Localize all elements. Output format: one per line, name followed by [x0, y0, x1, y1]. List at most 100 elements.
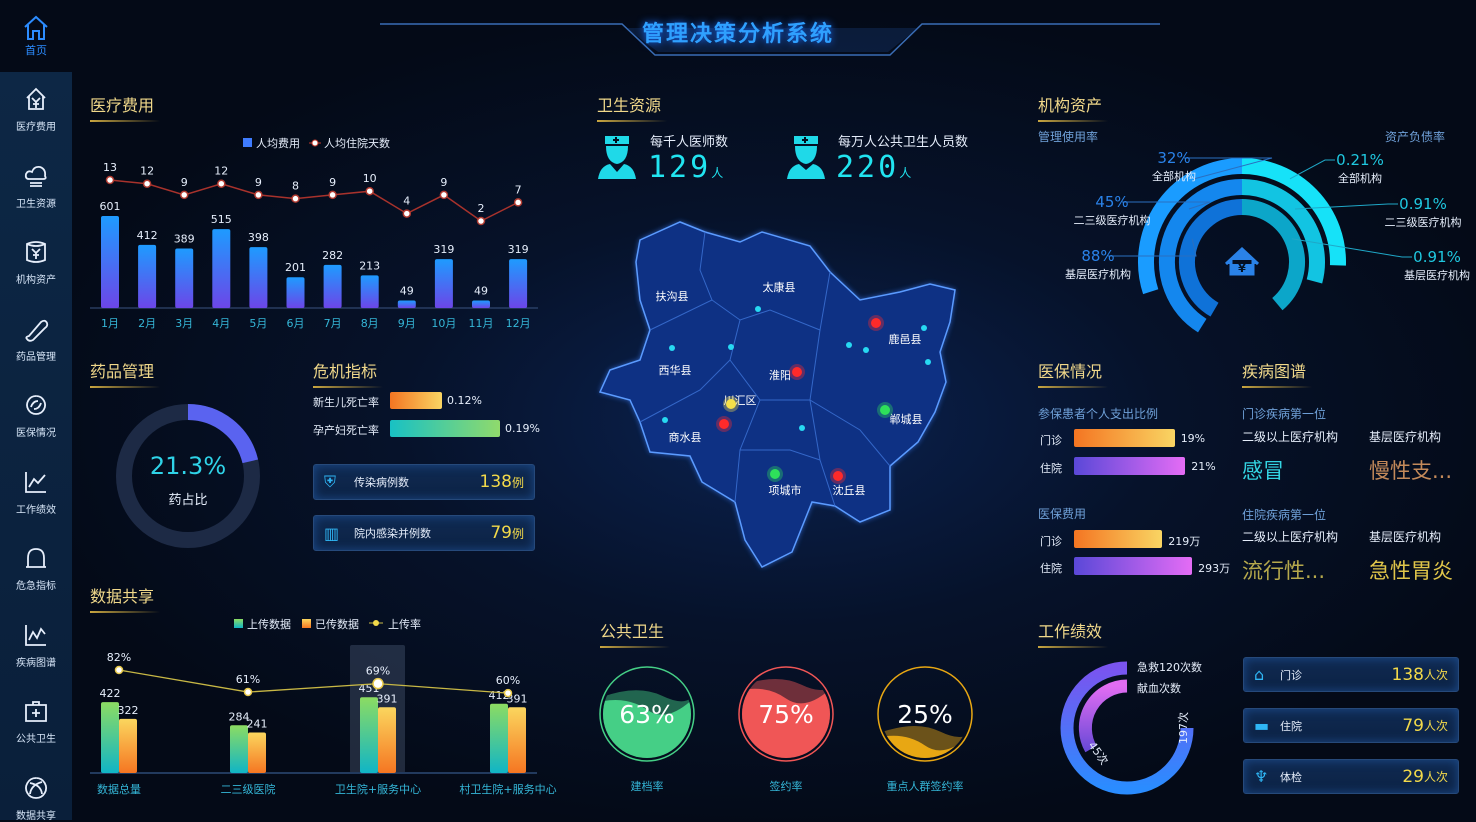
- bar-2月[interactable]: [138, 244, 157, 308]
- bar-uploaded-1[interactable]: [230, 725, 248, 773]
- nav-item-2[interactable]: 机构资产: [0, 237, 72, 286]
- bar-label: 389: [174, 232, 195, 245]
- bar-5月[interactable]: [249, 247, 268, 308]
- bar-uploaded-2[interactable]: [360, 697, 378, 773]
- map-region-label[interactable]: 沈丘县: [833, 483, 866, 497]
- bar-7月[interactable]: [323, 264, 342, 308]
- map-marker[interactable]: [770, 469, 780, 479]
- bar-3月[interactable]: [175, 248, 194, 308]
- los-point[interactable]: [179, 190, 189, 200]
- bar-transferred-3[interactable]: [508, 707, 526, 773]
- los-point[interactable]: [142, 179, 152, 188]
- bar-4月[interactable]: [212, 229, 231, 308]
- nav-item-4[interactable]: 医保情况: [0, 390, 72, 439]
- bar-uploaded-3[interactable]: [490, 703, 508, 773]
- bar-11月[interactable]: [472, 300, 490, 308]
- bar-6月[interactable]: [286, 277, 305, 308]
- nav-item-1[interactable]: 卫生资源: [0, 161, 72, 210]
- upload-rate-point[interactable]: [503, 688, 513, 698]
- leader-line: [1122, 201, 1211, 210]
- map-marker[interactable]: [799, 425, 805, 431]
- map-marker[interactable]: [846, 342, 852, 348]
- gauge-0[interactable]: 63% 建档率: [599, 666, 695, 793]
- map-region-label[interactable]: 项城市: [769, 483, 802, 497]
- x-tick-label: 8月: [361, 317, 379, 330]
- map-region-label[interactable]: 西华县: [659, 363, 692, 377]
- los-point[interactable]: [476, 216, 486, 226]
- upload-rate-point[interactable]: [372, 677, 384, 690]
- usage-rate-value: 45%: [1095, 193, 1128, 211]
- map-marker[interactable]: [662, 417, 668, 423]
- map-marker[interactable]: [871, 318, 881, 328]
- usage-ring-2[interactable]: [1179, 199, 1243, 317]
- performance-card-1[interactable]: ▬ 住院 79 人次: [1243, 708, 1459, 743]
- los-point[interactable]: [217, 179, 226, 188]
- nav-item-7[interactable]: 疾病图谱: [0, 620, 72, 669]
- map-marker[interactable]: [792, 367, 802, 377]
- map-region-label[interactable]: 商水县: [669, 430, 702, 444]
- map-region-label[interactable]: 鹿邑县: [889, 332, 922, 346]
- hospital-infection-card[interactable]: ▥ 院内感染并例数 79 例: [313, 515, 535, 551]
- nav-item-5[interactable]: 工作绩效: [0, 467, 72, 516]
- map-marker[interactable]: [863, 347, 869, 353]
- infectious-cases-card[interactable]: ⛨ 传染病例数 138 例: [313, 464, 535, 500]
- debt-ring-2[interactable]: [1241, 199, 1305, 311]
- bar-label: 412: [137, 229, 158, 242]
- los-point[interactable]: [291, 194, 300, 203]
- los-point[interactable]: [439, 190, 449, 200]
- performance-card-value: 29: [1402, 766, 1424, 787]
- los-point[interactable]: [105, 175, 115, 185]
- gauge-2[interactable]: 25% 重点人群签约率: [877, 666, 973, 793]
- usage-ring-1[interactable]: [1159, 179, 1243, 333]
- map-region-label[interactable]: 郸城县: [890, 413, 923, 426]
- debt-ring-0[interactable]: [1241, 158, 1346, 266]
- los-point[interactable]: [328, 190, 337, 200]
- map-marker[interactable]: [726, 399, 736, 409]
- los-point[interactable]: [513, 198, 523, 207]
- bar-transferred-0[interactable]: [119, 718, 137, 773]
- map-region-label[interactable]: 淮阳: [769, 369, 791, 382]
- map-marker[interactable]: [755, 306, 761, 312]
- nav-item-6[interactable]: 危急指标: [0, 543, 72, 592]
- los-point[interactable]: [254, 190, 263, 200]
- x-tick-label: 6月: [287, 317, 305, 330]
- map-marker[interactable]: [833, 471, 843, 481]
- map-marker[interactable]: [925, 359, 931, 365]
- nav-item-8[interactable]: 公共卫生: [0, 696, 72, 745]
- bar-9月[interactable]: [397, 300, 416, 308]
- nav-item-label: 机构资产: [16, 275, 56, 286]
- los-point[interactable]: [402, 209, 412, 218]
- performance-card-0[interactable]: ⌂ 门诊 138 人次: [1243, 657, 1459, 692]
- upload-rate-point[interactable]: [243, 687, 253, 697]
- nav-item-3[interactable]: 药品管理: [0, 314, 72, 363]
- bar-uploaded-0[interactable]: [101, 702, 119, 773]
- upload-rate-point[interactable]: [114, 665, 124, 675]
- bar-transferred-1[interactable]: [248, 732, 266, 773]
- bar-transferred-2[interactable]: [378, 707, 396, 773]
- map-marker[interactable]: [880, 405, 890, 415]
- map-region-label[interactable]: 扶沟县: [656, 289, 689, 303]
- hospital-infection-label: 院内感染并例数: [354, 527, 431, 540]
- bar-1月[interactable]: [101, 216, 119, 308]
- los-point[interactable]: [365, 186, 374, 196]
- gauge-1[interactable]: 75% 签约率: [738, 666, 834, 793]
- map-marker[interactable]: [669, 345, 675, 351]
- nav-item-9[interactable]: 数据共享: [0, 773, 72, 822]
- debt-ring-1[interactable]: [1241, 179, 1325, 284]
- bar-8月[interactable]: [360, 275, 379, 308]
- usage-rate-label: 基层医疗机构: [1065, 267, 1131, 281]
- map-region-label[interactable]: 太康县: [763, 280, 796, 294]
- map-marker[interactable]: [921, 325, 927, 331]
- gauge-value: 63%: [619, 700, 675, 729]
- nav-item-0[interactable]: 医疗费用: [0, 84, 72, 133]
- bar-10月[interactable]: [434, 259, 453, 308]
- bar-12月[interactable]: [509, 259, 528, 308]
- map-marker[interactable]: [728, 344, 734, 350]
- usage-ring-0[interactable]: [1138, 158, 1243, 295]
- nav-item-label: 医保情况: [16, 428, 56, 439]
- nav-home[interactable]: 首页: [0, 0, 72, 72]
- performance-card-2[interactable]: ♆ 体检 29 人次: [1243, 759, 1459, 794]
- los-point-label: 4: [403, 195, 410, 208]
- map-marker[interactable]: [719, 419, 729, 429]
